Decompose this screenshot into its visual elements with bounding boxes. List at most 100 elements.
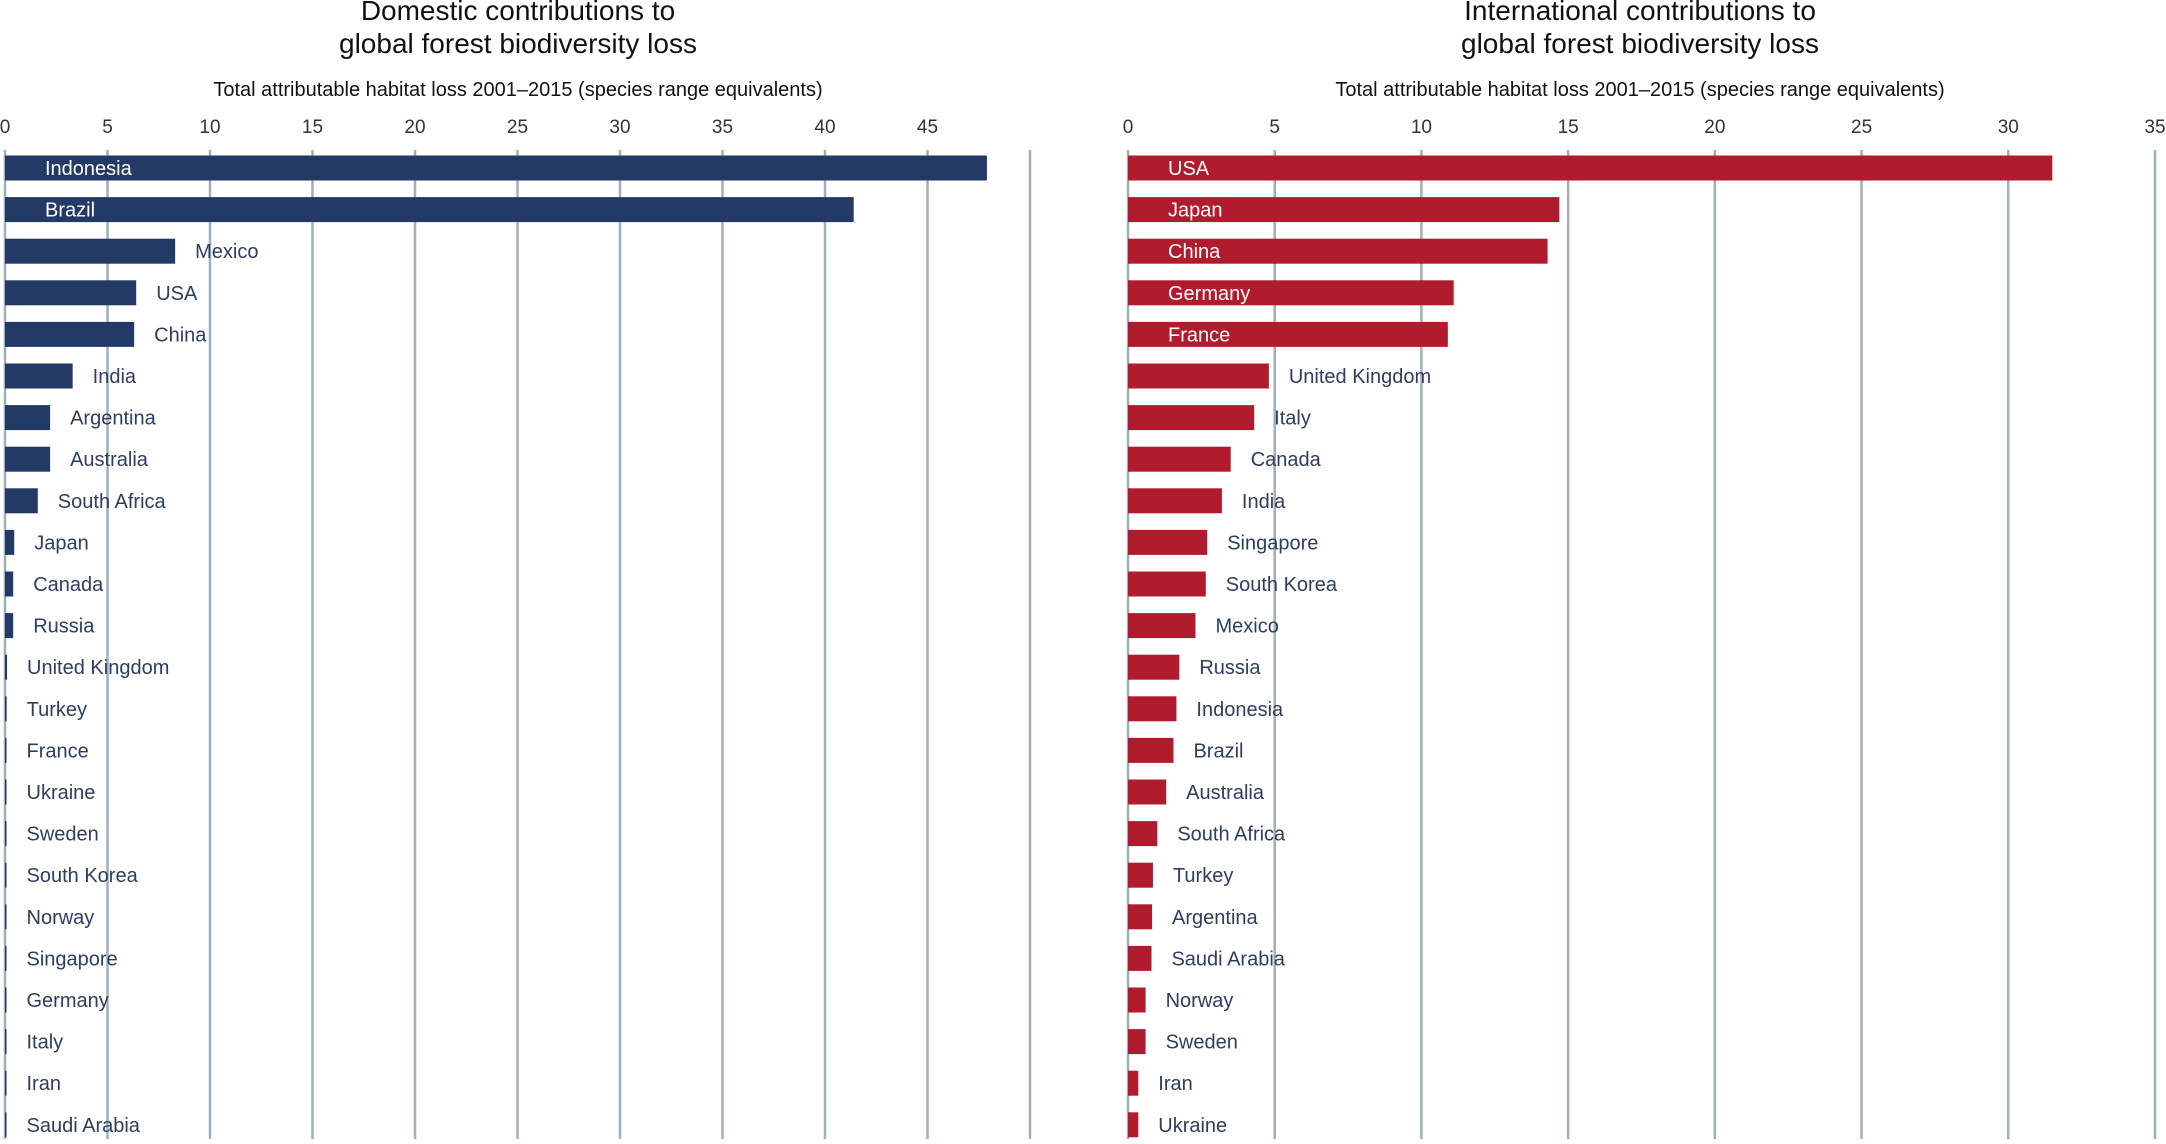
bar-mexico: [5, 238, 176, 264]
x-tick-label: 35: [712, 117, 733, 138]
x-tick-label: 5: [1269, 117, 1280, 138]
bar-iran: [1128, 1070, 1139, 1096]
category-label: Saudi Arabia: [27, 1115, 141, 1137]
bar-italy: [1128, 405, 1255, 431]
x-tick-label: 20: [404, 117, 425, 138]
bar-india: [1128, 488, 1222, 514]
category-label: Singapore: [1227, 532, 1318, 554]
chart-title-line: Domestic contributions to: [361, 0, 675, 26]
category-label: Australia: [70, 449, 149, 471]
category-label: Sweden: [27, 824, 99, 846]
x-tick-label: 0: [1123, 117, 1134, 138]
category-label: India: [1242, 491, 1286, 513]
bar-argentina: [5, 405, 51, 431]
bar-turkey: [5, 696, 7, 722]
category-label: United Kingdom: [27, 657, 169, 679]
x-tick-label: 25: [1851, 117, 1872, 138]
bar-united-kingdom: [1128, 363, 1269, 389]
category-label: United Kingdom: [1289, 366, 1431, 388]
bar-iran: [5, 1070, 7, 1096]
bar-singapore: [1128, 529, 1208, 555]
bar-russia: [1128, 654, 1180, 680]
x-tick-label: 5: [102, 117, 113, 138]
bar-sweden: [1128, 1029, 1146, 1055]
bar-south-africa: [1128, 821, 1158, 847]
category-label: Brazil: [1193, 740, 1243, 762]
bar-australia: [1128, 779, 1167, 805]
bar-saudi-arabia: [5, 1112, 7, 1138]
category-label: Mexico: [195, 241, 258, 263]
category-label: Saudi Arabia: [1171, 948, 1285, 970]
category-label: Mexico: [1215, 616, 1278, 638]
bar-south-africa: [5, 488, 38, 514]
bar-sweden: [5, 821, 7, 847]
bar-usa: [5, 280, 137, 306]
category-label: South Africa: [1177, 824, 1286, 846]
category-label: Canada: [1251, 449, 1322, 471]
bar-japan: [5, 529, 15, 555]
x-tick-label: 15: [1558, 117, 1579, 138]
bar-indonesia: [1128, 696, 1177, 722]
bar-france: [1128, 321, 1448, 347]
category-label: USA: [156, 283, 198, 305]
category-label: Brazil: [45, 200, 95, 222]
category-label: China: [154, 324, 207, 346]
category-label: Germany: [1168, 283, 1250, 305]
x-tick-label: 15: [302, 117, 323, 138]
bar-south-korea: [1128, 571, 1206, 597]
bar-brazil: [1128, 737, 1174, 763]
category-label: Ukraine: [27, 782, 96, 804]
category-label: Germany: [27, 990, 109, 1012]
category-label: Iran: [1158, 1073, 1192, 1095]
bar-singapore: [5, 945, 7, 971]
bar-australia: [5, 446, 51, 472]
category-label: Ukraine: [1158, 1115, 1227, 1137]
category-label: Norway: [27, 907, 95, 929]
category-label: Turkey: [27, 699, 87, 721]
bar-ukraine: [1128, 1112, 1139, 1138]
bar-india: [5, 363, 73, 389]
category-label: France: [1168, 324, 1230, 346]
category-label: Singapore: [27, 948, 118, 970]
bar-south-korea: [5, 862, 7, 888]
x-tick-label: 10: [199, 117, 220, 138]
category-label: Turkey: [1173, 865, 1233, 887]
bar-indonesia: [5, 155, 987, 181]
category-label: China: [1168, 241, 1221, 263]
category-label: USA: [1168, 158, 1210, 180]
bar-mexico: [1128, 613, 1196, 639]
chart-title-line: global forest biodiversity loss: [339, 28, 697, 59]
x-tick-label: 40: [814, 117, 835, 138]
bar-argentina: [1128, 904, 1153, 930]
bar-canada: [1128, 446, 1231, 472]
category-label: South Korea: [1226, 574, 1338, 596]
bar-turkey: [1128, 862, 1153, 888]
category-label: Indonesia: [45, 158, 133, 180]
bar-china: [1128, 238, 1548, 264]
category-label: Norway: [1166, 990, 1234, 1012]
x-tick-label: 30: [1998, 117, 2019, 138]
category-label: South Africa: [58, 491, 167, 513]
bar-united-kingdom: [5, 654, 8, 680]
category-label: Canada: [33, 574, 104, 596]
x-tick-label: 25: [507, 117, 528, 138]
x-tick-label: 0: [0, 117, 10, 138]
category-label: Russia: [33, 616, 95, 638]
category-label: Italy: [27, 1032, 64, 1054]
x-axis-label: Total attributable habitat loss 2001–201…: [1335, 79, 1944, 101]
x-tick-label: 30: [609, 117, 630, 138]
category-label: Argentina: [70, 408, 156, 430]
bar-saudi-arabia: [1128, 945, 1152, 971]
bar-canada: [5, 571, 14, 597]
category-label: France: [27, 740, 89, 762]
category-label: Italy: [1274, 408, 1311, 430]
bar-russia: [5, 613, 14, 639]
bar-norway: [5, 904, 7, 930]
x-tick-label: 35: [2144, 117, 2165, 138]
x-tick-label: 45: [917, 117, 938, 138]
bar-norway: [1128, 987, 1146, 1013]
bar-germany: [5, 987, 7, 1013]
